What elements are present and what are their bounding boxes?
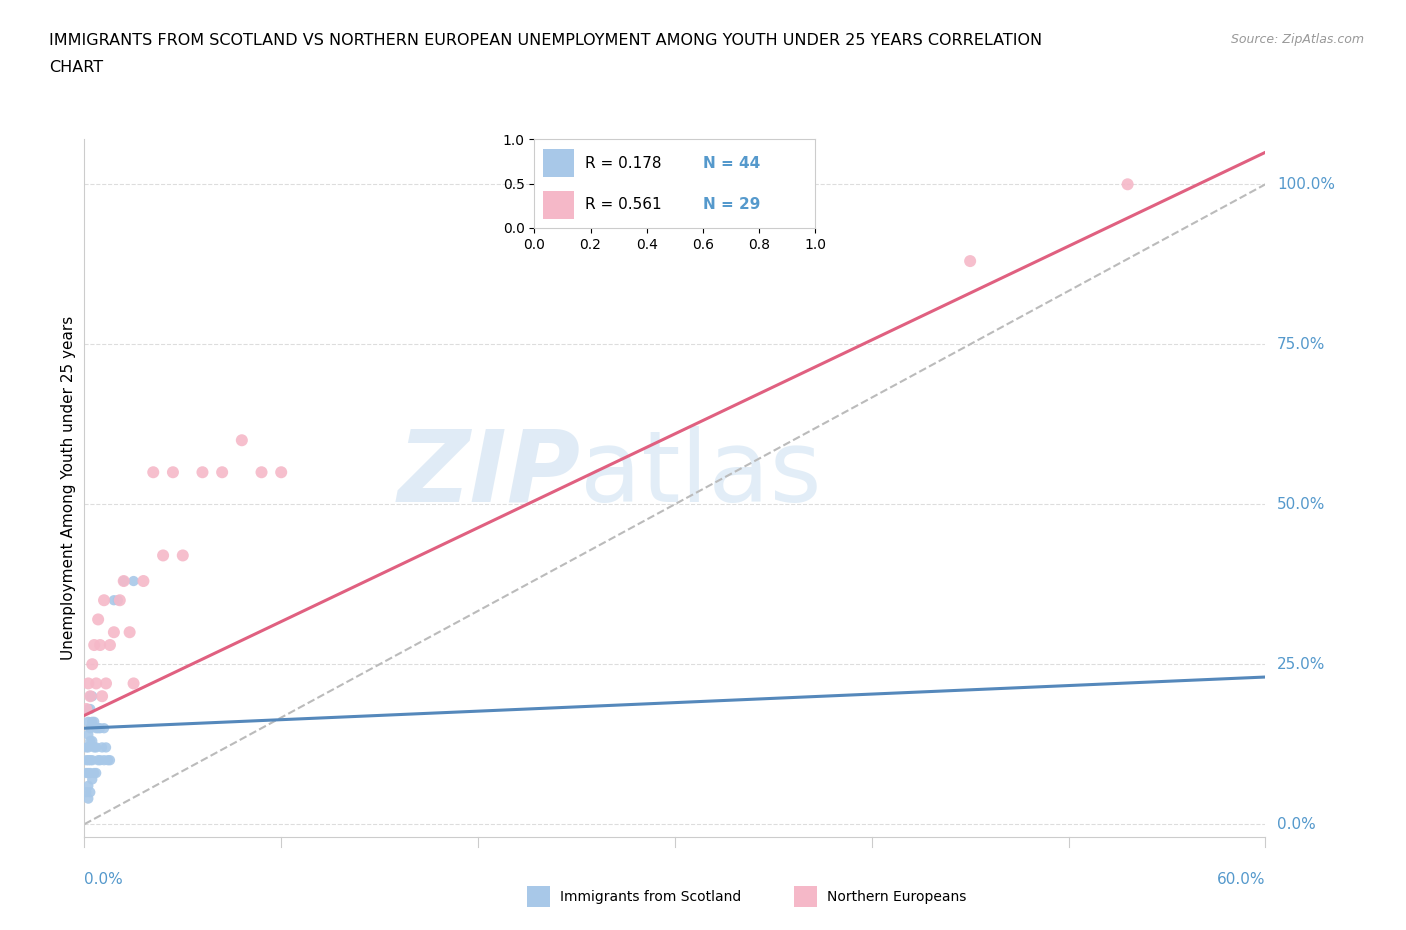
Point <box>89 752 111 767</box>
Text: N = 44: N = 44 <box>703 156 761 171</box>
Point <box>1116 177 1139 192</box>
Text: Source: ZipAtlas.com: Source: ZipAtlas.com <box>1230 33 1364 46</box>
Point <box>118 625 141 640</box>
Point <box>108 592 131 607</box>
Point <box>83 765 105 780</box>
Point <box>77 701 100 716</box>
Point <box>77 676 100 691</box>
Text: 50.0%: 50.0% <box>1277 497 1326 512</box>
Point <box>75 752 97 767</box>
Text: 0.0%: 0.0% <box>1277 817 1316 831</box>
Point <box>132 574 155 589</box>
Point <box>87 612 110 627</box>
Point <box>191 465 214 480</box>
Y-axis label: Unemployment Among Youth under 25 years: Unemployment Among Youth under 25 years <box>60 316 76 660</box>
Point <box>75 765 97 780</box>
Point <box>77 752 100 767</box>
Point <box>79 701 101 716</box>
Point <box>79 752 101 767</box>
Point <box>122 574 145 589</box>
Text: IMMIGRANTS FROM SCOTLAND VS NORTHERN EUROPEAN UNEMPLOYMENT AMONG YOUTH UNDER 25 : IMMIGRANTS FROM SCOTLAND VS NORTHERN EUR… <box>49 33 1042 47</box>
Text: atlas: atlas <box>581 426 823 523</box>
Point <box>107 592 129 607</box>
Point <box>83 638 105 653</box>
Point <box>77 778 100 793</box>
Point <box>77 740 100 755</box>
Point <box>77 765 100 780</box>
FancyBboxPatch shape <box>543 191 574 219</box>
Point <box>79 721 101 736</box>
Point <box>89 721 111 736</box>
Point <box>82 714 104 729</box>
Point <box>82 772 104 787</box>
Point <box>82 734 104 749</box>
Point <box>250 465 273 480</box>
Text: ZIP: ZIP <box>398 426 581 523</box>
Point <box>83 740 105 755</box>
Point <box>79 689 101 704</box>
Point <box>77 727 100 742</box>
Point <box>75 785 97 800</box>
Point <box>82 752 104 767</box>
Text: R = 0.561: R = 0.561 <box>585 197 661 212</box>
Point <box>91 740 114 755</box>
Point <box>84 765 107 780</box>
Point <box>162 465 184 480</box>
Point <box>103 625 125 640</box>
Text: 0.0%: 0.0% <box>84 872 124 887</box>
Point <box>83 714 105 729</box>
Point <box>94 740 117 755</box>
Point <box>172 548 194 563</box>
FancyBboxPatch shape <box>543 149 574 178</box>
Point <box>94 676 117 691</box>
Point <box>79 689 101 704</box>
Point <box>142 465 165 480</box>
Text: Immigrants from Scotland: Immigrants from Scotland <box>560 889 741 904</box>
Point <box>112 574 135 589</box>
Point <box>75 701 97 716</box>
Point <box>84 676 107 691</box>
Point <box>231 432 253 447</box>
Text: Northern Europeans: Northern Europeans <box>827 889 966 904</box>
Point <box>152 548 174 563</box>
Text: 75.0%: 75.0% <box>1277 337 1326 352</box>
Point <box>82 657 104 671</box>
Point <box>93 592 115 607</box>
Point <box>75 740 97 755</box>
Point <box>82 689 104 704</box>
Point <box>91 689 114 704</box>
Point <box>79 765 101 780</box>
Text: R = 0.178: R = 0.178 <box>585 156 661 171</box>
Point <box>103 592 125 607</box>
Point <box>122 676 145 691</box>
Text: 100.0%: 100.0% <box>1277 177 1336 192</box>
Point <box>98 752 121 767</box>
Point <box>97 752 120 767</box>
Point <box>112 574 135 589</box>
Text: 25.0%: 25.0% <box>1277 657 1326 671</box>
Point <box>93 752 115 767</box>
Point <box>87 752 110 767</box>
Point <box>87 721 110 736</box>
Point <box>84 740 107 755</box>
Point <box>98 638 121 653</box>
Text: N = 29: N = 29 <box>703 197 761 212</box>
Point <box>84 721 107 736</box>
Point <box>93 721 115 736</box>
Point <box>79 785 101 800</box>
Point <box>211 465 233 480</box>
Point <box>959 254 981 269</box>
Point <box>79 734 101 749</box>
Point <box>77 791 100 806</box>
Point <box>270 465 292 480</box>
Point <box>89 638 111 653</box>
Point <box>77 714 100 729</box>
Text: 60.0%: 60.0% <box>1218 872 1265 887</box>
Text: CHART: CHART <box>49 60 103 75</box>
